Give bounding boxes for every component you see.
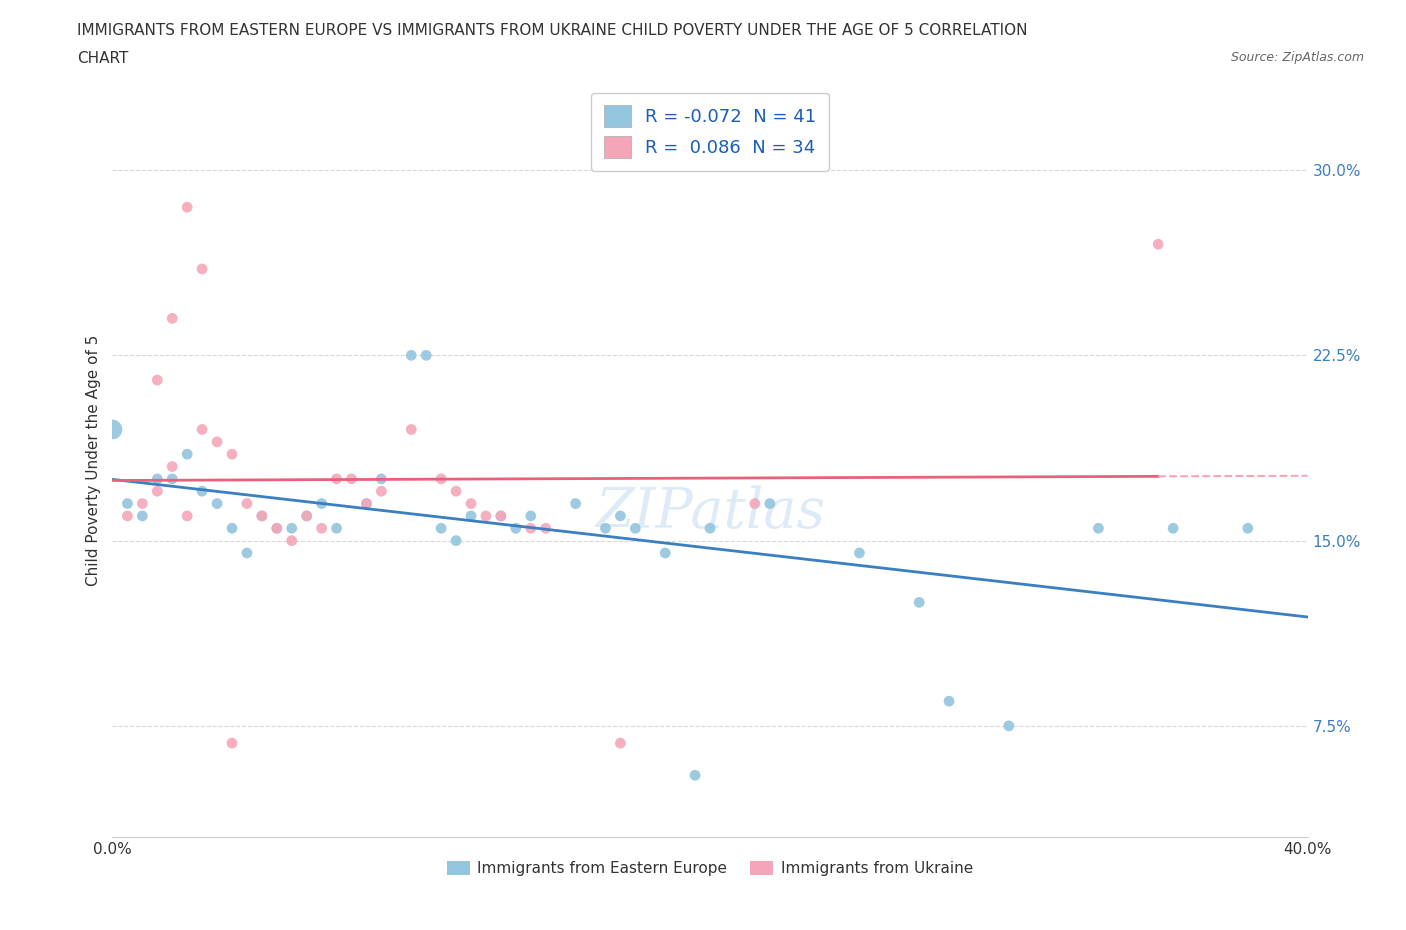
- Point: [176, 509, 198, 524]
- Point: [609, 736, 631, 751]
- Point: [176, 446, 198, 461]
- Point: [131, 496, 153, 511]
- Point: [489, 509, 512, 524]
- Point: [281, 521, 304, 536]
- Point: [205, 434, 228, 449]
- Point: [654, 546, 676, 561]
- Point: [848, 546, 870, 561]
- Point: [236, 496, 259, 511]
- Point: [520, 521, 543, 536]
- Point: [340, 472, 363, 486]
- Point: [281, 533, 304, 548]
- Legend: Immigrants from Eastern Europe, Immigrants from Ukraine: Immigrants from Eastern Europe, Immigran…: [440, 855, 980, 882]
- Text: Source: ZipAtlas.com: Source: ZipAtlas.com: [1230, 51, 1364, 64]
- Point: [295, 509, 318, 524]
- Point: [250, 509, 273, 524]
- Point: [595, 521, 617, 536]
- Point: [176, 200, 198, 215]
- Y-axis label: Child Poverty Under the Age of 5: Child Poverty Under the Age of 5: [86, 335, 101, 586]
- Point: [117, 496, 139, 511]
- Point: [759, 496, 782, 511]
- Point: [236, 546, 259, 561]
- Point: [146, 484, 169, 498]
- Point: [191, 261, 214, 276]
- Point: [325, 521, 347, 536]
- Point: [401, 422, 423, 437]
- Point: [609, 509, 631, 524]
- Point: [146, 373, 169, 388]
- Point: [1237, 521, 1260, 536]
- Point: [1147, 237, 1170, 252]
- Text: IMMIGRANTS FROM EASTERN EUROPE VS IMMIGRANTS FROM UKRAINE CHILD POVERTY UNDER TH: IMMIGRANTS FROM EASTERN EUROPE VS IMMIGR…: [77, 23, 1028, 38]
- Point: [221, 736, 243, 751]
- Point: [295, 509, 318, 524]
- Point: [162, 311, 183, 325]
- Point: [131, 509, 153, 524]
- Point: [221, 446, 243, 461]
- Point: [744, 496, 766, 511]
- Point: [356, 496, 378, 511]
- Point: [460, 496, 482, 511]
- Point: [998, 718, 1021, 733]
- Point: [191, 484, 214, 498]
- Point: [146, 472, 169, 486]
- Point: [1161, 521, 1184, 536]
- Point: [505, 521, 527, 536]
- Point: [162, 472, 183, 486]
- Point: [564, 496, 586, 511]
- Point: [1087, 521, 1109, 536]
- Point: [683, 768, 706, 783]
- Point: [311, 521, 333, 536]
- Point: [311, 496, 333, 511]
- Point: [938, 694, 960, 709]
- Point: [489, 509, 512, 524]
- Point: [205, 496, 228, 511]
- Point: [191, 422, 214, 437]
- Point: [370, 484, 392, 498]
- Point: [534, 521, 557, 536]
- Point: [266, 521, 288, 536]
- Point: [266, 521, 288, 536]
- Text: CHART: CHART: [77, 51, 129, 66]
- Point: [401, 348, 423, 363]
- Point: [162, 459, 183, 474]
- Text: ZIPatlas: ZIPatlas: [595, 485, 825, 540]
- Point: [520, 509, 543, 524]
- Point: [444, 533, 467, 548]
- Point: [117, 509, 139, 524]
- Point: [908, 595, 931, 610]
- Point: [101, 422, 124, 437]
- Point: [699, 521, 721, 536]
- Point: [624, 521, 647, 536]
- Point: [250, 509, 273, 524]
- Point: [370, 472, 392, 486]
- Point: [325, 472, 347, 486]
- Point: [460, 509, 482, 524]
- Point: [430, 472, 453, 486]
- Point: [430, 521, 453, 536]
- Point: [444, 484, 467, 498]
- Point: [356, 496, 378, 511]
- Point: [221, 521, 243, 536]
- Point: [415, 348, 437, 363]
- Point: [475, 509, 498, 524]
